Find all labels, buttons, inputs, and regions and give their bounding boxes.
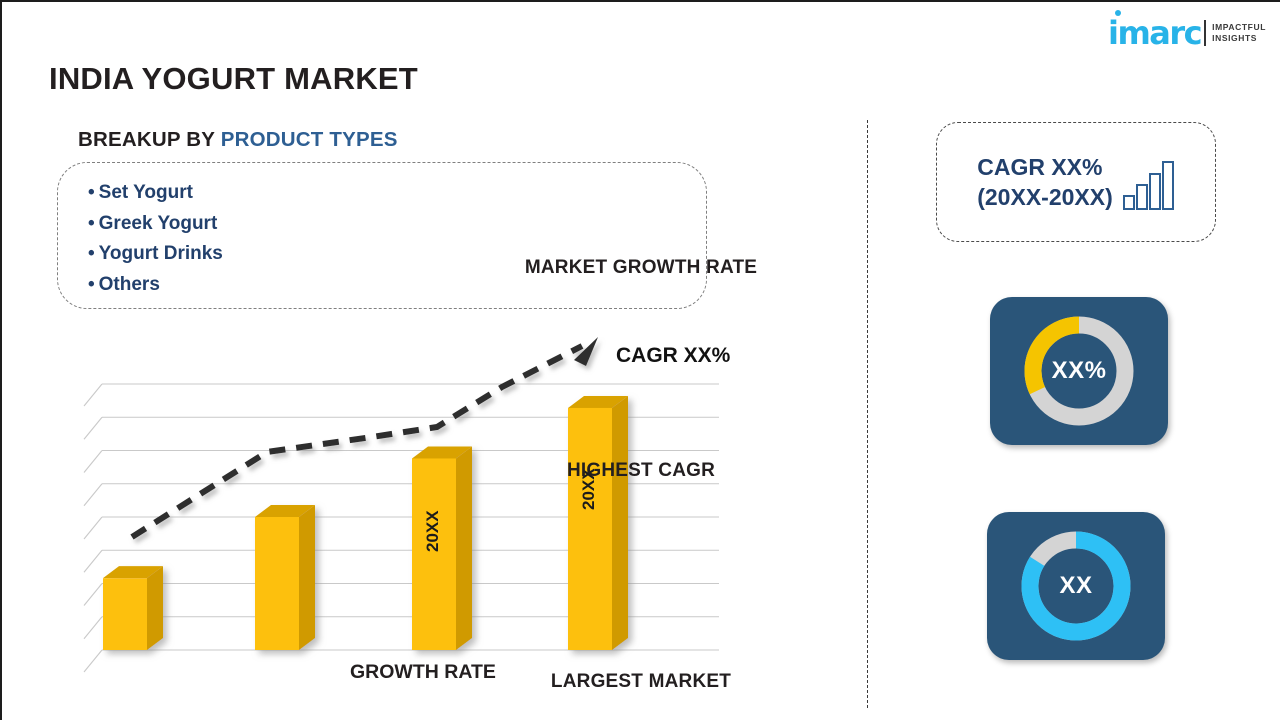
logo-dot-icon bbox=[1114, 10, 1121, 16]
cagr-value-line1: CAGR XX% bbox=[977, 154, 1103, 180]
imarc-logo: imarc IMPACTFUL INSIGHTS bbox=[1107, 10, 1266, 52]
product-types-box: • Set Yogurt • Greek Yogurt • Yogurt Drinks… bbox=[57, 162, 707, 309]
bar-chart-icon bbox=[1122, 158, 1175, 215]
highest-cagr-tile: XX% bbox=[990, 297, 1168, 445]
chart-canvas bbox=[83, 337, 719, 673]
subtitle-highlight: PRODUCT TYPES bbox=[220, 128, 398, 151]
bullet-icon: • bbox=[88, 182, 95, 203]
bar bbox=[103, 566, 163, 650]
list-item-label: Yogurt Drinks bbox=[98, 243, 223, 264]
chart-cagr-annotation: CAGR XX% bbox=[616, 344, 731, 367]
largest-market-tile: XX bbox=[987, 512, 1165, 660]
bullet-icon: • bbox=[88, 212, 95, 234]
list-item: • Greek Yogurt bbox=[88, 209, 706, 240]
bar bbox=[412, 446, 472, 650]
logo-tagline: IMPACTFUL INSIGHTS bbox=[1212, 22, 1266, 44]
bullet-icon: • bbox=[88, 273, 95, 295]
highest-cagr-donut bbox=[1024, 316, 1134, 426]
largest-market-value: XX bbox=[1059, 572, 1093, 599]
page-title: INDIA YOGURT MARKET bbox=[49, 61, 418, 96]
bar bbox=[568, 395, 628, 650]
vertical-divider bbox=[867, 120, 868, 708]
logo-tagline-line2: INSIGHTS bbox=[1212, 33, 1258, 43]
list-item: • Yogurt Drinks bbox=[88, 239, 706, 270]
subtitle-prefix: BREAKUP BY bbox=[78, 128, 215, 151]
logo-word-text: imarc bbox=[1107, 14, 1203, 52]
list-item: • Set Yogurt bbox=[88, 178, 706, 209]
chart-xaxis-label: GROWTH RATE bbox=[350, 661, 496, 683]
cagr-value-line2: (20XX-20XX) bbox=[977, 184, 1113, 210]
list-item-label: Set Yogurt bbox=[98, 182, 193, 203]
bar-label-3: 20XX bbox=[423, 510, 442, 553]
bar bbox=[255, 505, 315, 650]
list-item-label: Others bbox=[98, 273, 160, 295]
chart-bars bbox=[103, 395, 628, 650]
list-item-label: Greek Yogurt bbox=[98, 212, 218, 234]
growth-rate-chart: CAGR XX% GROWTH RATE 20XX 20XX bbox=[62, 332, 762, 712]
logo-tagline-line1: IMPACTFUL bbox=[1212, 22, 1266, 32]
market-growth-rate-box: CAGR XX% (20XX-20XX) bbox=[936, 122, 1216, 242]
list-item: • Others bbox=[88, 270, 706, 301]
section-subtitle: BREAKUP BY PRODUCT TYPES bbox=[78, 128, 398, 152]
largest-market-donut bbox=[1021, 531, 1131, 641]
logo-wordmark: imarc bbox=[1107, 10, 1203, 52]
market-growth-rate-caption: MARKET GROWTH RATE bbox=[524, 257, 758, 278]
largest-market-caption: LARGEST MARKET bbox=[550, 671, 732, 692]
logo-divider bbox=[1204, 20, 1207, 46]
cagr-value: CAGR XX% (20XX-20XX) bbox=[977, 152, 1113, 212]
highest-cagr-value: XX% bbox=[1051, 357, 1107, 384]
bullet-icon: • bbox=[88, 243, 95, 264]
chart-trend-line bbox=[130, 337, 598, 540]
highest-cagr-caption: HIGHEST CAGR bbox=[566, 460, 716, 481]
product-types-list: • Set Yogurt • Greek Yogurt • Yogurt Drinks… bbox=[58, 163, 706, 300]
